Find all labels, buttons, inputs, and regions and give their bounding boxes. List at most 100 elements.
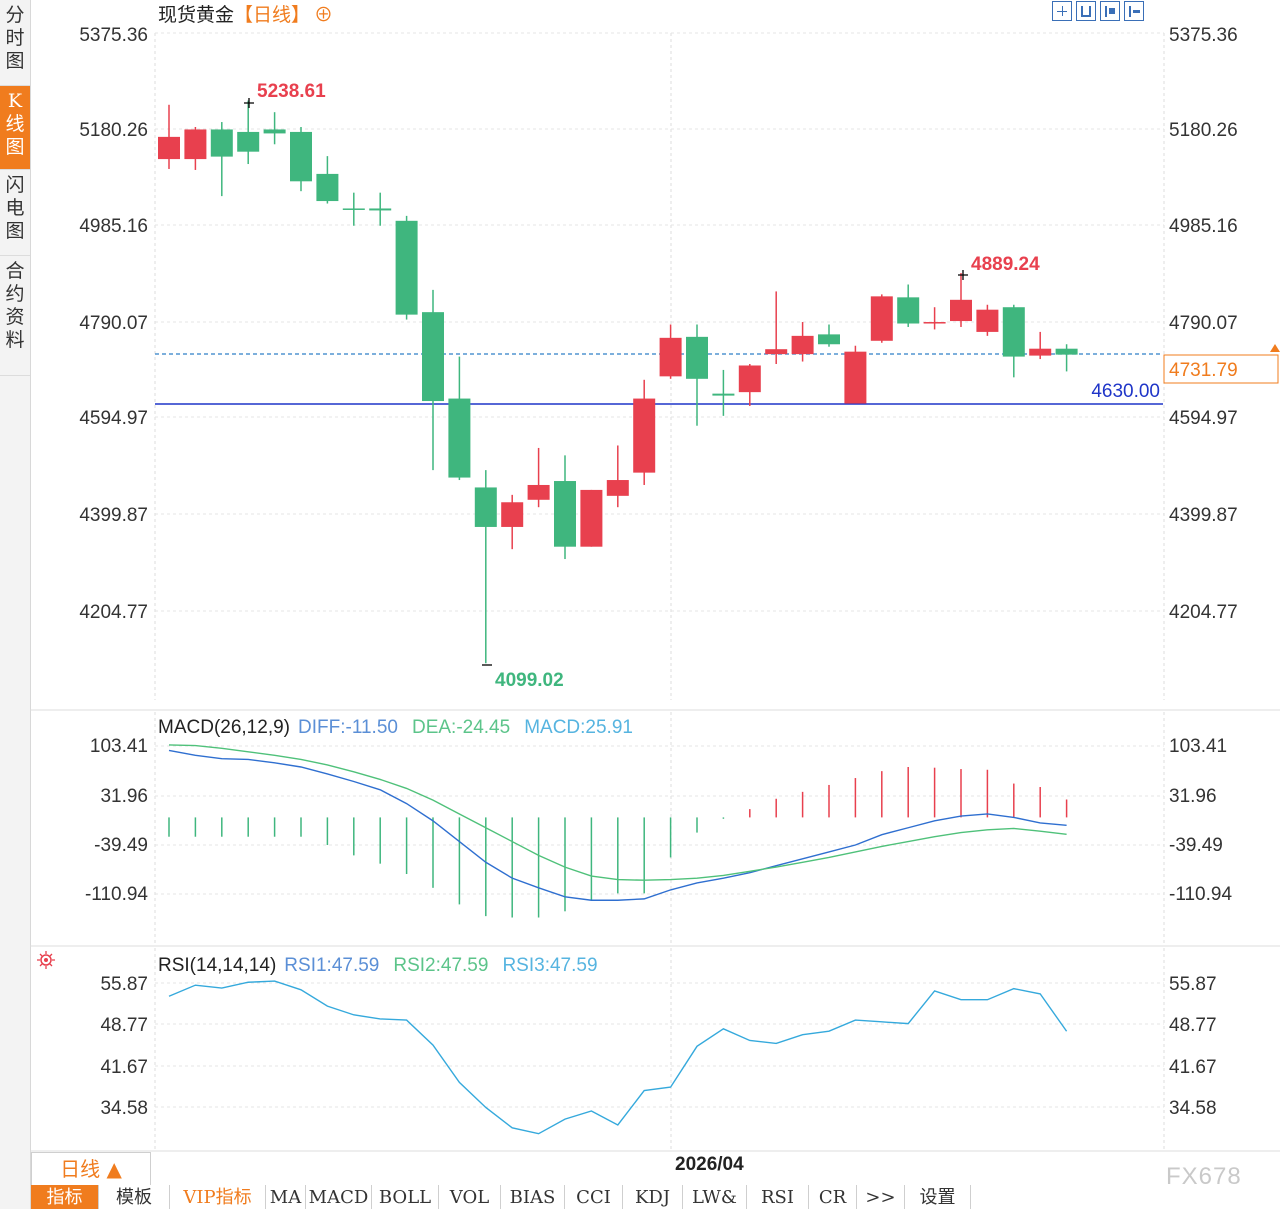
- candle-body: [342, 208, 365, 210]
- tab-settings[interactable]: 设置: [905, 1185, 971, 1209]
- rsi-y-axis-left: 55.87 48.77 41.67 34.58: [100, 974, 148, 1119]
- candle-body: [818, 334, 840, 345]
- candle-body: [1002, 307, 1025, 357]
- fit-icon[interactable]: [1076, 1, 1096, 21]
- price-tick: 4399.87: [1169, 505, 1238, 526]
- rsi-tick: 41.67: [1169, 1057, 1217, 1078]
- candle-body: [448, 398, 471, 478]
- candle-body: [1029, 348, 1052, 356]
- candle-body: [633, 398, 656, 473]
- candle-body: [844, 351, 867, 404]
- macd-macd-value: MACD:25.91: [524, 717, 633, 738]
- candlestick-series: [158, 100, 1078, 664]
- rsi-y-axis-right: 55.87 48.77 41.67 34.58: [1169, 974, 1217, 1119]
- rsi-settings-icon[interactable]: [37, 951, 55, 969]
- candle-body: [369, 208, 392, 211]
- candle-body: [897, 297, 920, 324]
- tab-bias[interactable]: BIAS: [501, 1185, 565, 1209]
- candle-body: [290, 131, 312, 182]
- candle-body: [950, 299, 972, 322]
- add-indicator-icon[interactable]: ⊕: [314, 5, 333, 26]
- macd-tick: 103.41: [1169, 736, 1227, 757]
- candle-body: [712, 393, 735, 396]
- tab-kdj[interactable]: KDJ: [623, 1185, 683, 1209]
- candle-body: [316, 173, 339, 202]
- sidebar-tab-kline[interactable]: K线图: [0, 86, 30, 170]
- macd-tick: 31.96: [100, 786, 148, 807]
- tab-indicators[interactable]: 指标: [31, 1185, 99, 1209]
- price-tick: 5375.36: [1169, 25, 1238, 46]
- candle-body: [659, 337, 682, 377]
- rsi-tick: 55.87: [1169, 974, 1217, 995]
- candle-body: [395, 220, 418, 315]
- price-tick: 4204.77: [79, 602, 148, 623]
- current-price-box: [1163, 354, 1279, 384]
- high2-marker-icon: [958, 270, 968, 280]
- tab-more[interactable]: >>: [857, 1185, 905, 1209]
- price-tick: 5180.26: [1169, 120, 1238, 141]
- period-tag[interactable]: 【日线】: [234, 4, 310, 26]
- price-arrow-icon: [1270, 344, 1280, 352]
- macd-series: [168, 744, 1068, 918]
- candle-body: [1055, 348, 1078, 355]
- sidebar-tab-contract[interactable]: 合约资料: [0, 256, 30, 376]
- tab-rsi[interactable]: RSI: [747, 1185, 809, 1209]
- step-forward-icon[interactable]: [1124, 1, 1144, 21]
- candle-body: [976, 309, 999, 332]
- tab-templates[interactable]: 模板: [99, 1185, 170, 1209]
- sidebar-tab-flash[interactable]: 闪电图: [0, 170, 30, 256]
- candle-body: [158, 136, 180, 160]
- macd-tick: -39.49: [94, 835, 148, 856]
- rsi-tick: 48.77: [100, 1015, 148, 1036]
- price-tick: 4204.77: [1169, 602, 1238, 623]
- price-tick: 4985.16: [1169, 216, 1238, 237]
- candle-body: [527, 484, 550, 500]
- tab-lw[interactable]: LW&: [683, 1185, 747, 1209]
- candle-body: [554, 481, 576, 547]
- tab-macd[interactable]: MACD: [306, 1185, 372, 1209]
- high1-marker-icon: [244, 98, 254, 108]
- sidebar-tab-timeshare[interactable]: 分时图: [0, 0, 30, 86]
- extreme-markers: 5238.61 4889.24 4099.02: [244, 81, 1040, 691]
- price-tick: 4790.07: [79, 313, 148, 334]
- tab-ma[interactable]: MA: [266, 1185, 306, 1209]
- candle-body: [263, 129, 286, 134]
- price-tick: 5180.26: [79, 120, 148, 141]
- sidebar: 分时图 K线图 闪电图 合约资料: [0, 0, 31, 1209]
- rsi-line: [168, 980, 1068, 1135]
- x-axis-date-label: 2026/04: [675, 1154, 744, 1175]
- price-y-axis-right: 5375.36 5180.26 4985.16 4790.07 4594.97 …: [1169, 25, 1238, 623]
- macd-diff-value: DIFF:-11.50: [298, 717, 398, 738]
- tab-cci[interactable]: CCI: [565, 1185, 623, 1209]
- panel-dividers: [30, 709, 1280, 1152]
- price-tick: 4985.16: [79, 216, 148, 237]
- instrument-title: 现货黄金: [158, 4, 234, 26]
- rsi3-value: RSI3:47.59: [502, 955, 597, 976]
- indicator-tab-bar: 指标 模板 VIP指标 MA MACD BOLL VOL BIAS CCI KD…: [31, 1185, 971, 1209]
- rsi1-value: RSI1:47.59: [284, 955, 379, 976]
- grid-icon[interactable]: [1052, 1, 1072, 21]
- candle-body: [791, 335, 814, 355]
- period-selector[interactable]: 日线 ▲: [31, 1152, 151, 1185]
- macd-y-axis-left: 103.41 31.96 -39.49 -110.94: [85, 736, 148, 905]
- tab-cr[interactable]: CR: [809, 1185, 857, 1209]
- rsi-series: [168, 980, 1068, 1135]
- zoom-in-icon[interactable]: [1100, 1, 1120, 21]
- macd-tick: 103.41: [90, 736, 148, 757]
- current-price-label: 4731.79: [1169, 360, 1238, 381]
- candle-body: [580, 489, 603, 547]
- candle-body: [210, 129, 233, 157]
- tab-boll[interactable]: BOLL: [372, 1185, 439, 1209]
- candle-body: [870, 296, 893, 341]
- candle-body: [606, 480, 629, 496]
- tab-vip-indicators[interactable]: VIP指标: [170, 1185, 266, 1209]
- rsi-tick: 34.58: [100, 1098, 148, 1119]
- tab-vol[interactable]: VOL: [439, 1185, 501, 1209]
- macd-tick: 31.96: [1169, 786, 1217, 807]
- candle-body: [923, 322, 946, 324]
- price-tick: 4790.07: [1169, 313, 1238, 334]
- svg-text:现货黄金【日线】⊕: 现货黄金【日线】 ⊕: [158, 4, 333, 26]
- grid-lines: [154, 32, 1165, 1150]
- support-line-label: 4630.00: [1091, 381, 1160, 402]
